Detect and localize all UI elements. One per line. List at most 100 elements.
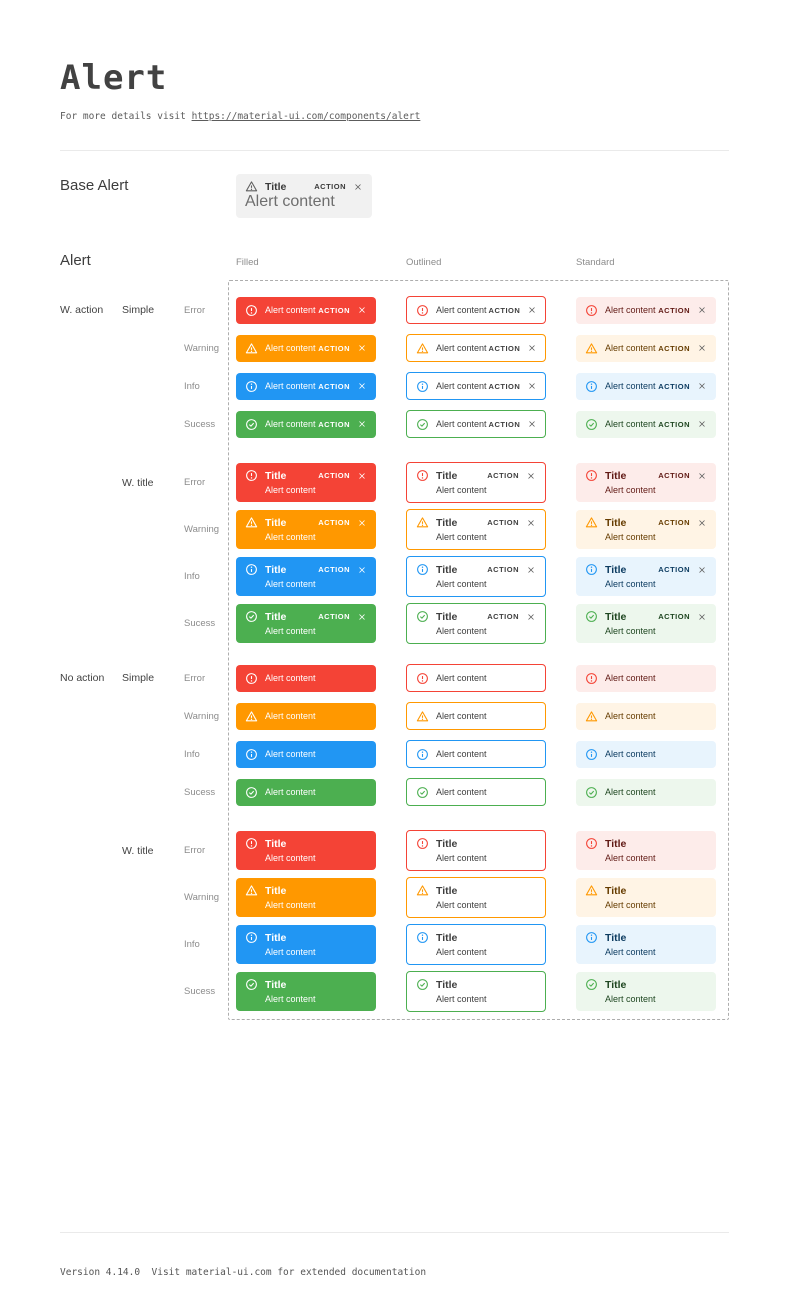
alert-standard-error: Title ACTION Alert content [576,463,716,502]
alert-row: No action Simple Error Alert content Alert c… [60,664,729,692]
warning-icon [416,884,429,897]
close-button[interactable] [357,565,367,575]
alert-content: Alert content [265,381,316,391]
action-button[interactable]: ACTION [488,419,521,429]
close-button[interactable] [697,419,707,429]
action-button[interactable]: ACTION [487,565,519,574]
warning-icon [245,516,258,529]
close-button[interactable] [527,343,537,353]
alert-cell: Alert content ACTION [236,372,376,400]
close-button[interactable] [697,518,707,528]
alert-content: Alert content [605,532,656,542]
alert-content: Alert content [436,381,487,391]
action-button[interactable]: ACTION [658,518,690,527]
alert-outlined-warning: Title ACTION Alert content [406,509,546,550]
action-button[interactable]: ACTION [318,612,350,621]
group-action-label: No action [60,672,105,684]
alert-filled-error: Title ACTION Alert content [236,463,376,502]
error-icon [585,469,598,482]
severity-label: Sucess [184,986,216,997]
action-button[interactable]: ACTION [318,343,350,353]
base-alert-section-label: Base Alert [60,177,129,194]
close-button[interactable] [526,518,536,528]
footer-text: Version 4.14.0 Visit material-ui.com for… [60,1267,427,1278]
action-button[interactable]: ACTION [658,612,690,621]
alert-title: Title [265,837,287,850]
close-button[interactable] [697,381,707,391]
action-button[interactable]: ACTION [487,612,519,621]
info-icon [416,748,429,761]
alert-content: Alert content [265,305,316,315]
severity-label: Warning [184,892,220,903]
alert-standard-success: Title ACTION Alert content [576,604,716,643]
alert-outlined-warning: Title Alert content [406,877,546,918]
action-button[interactable]: ACTION [658,305,690,315]
alert-row: Info Title Alert content Title Alert content… [60,924,729,965]
alert-group: W. title Error Title Alert content Title Aler… [60,830,729,1018]
close-button[interactable] [697,565,707,575]
close-button[interactable] [526,612,536,622]
alert-cell: Alert content [576,778,716,806]
close-button[interactable] [527,381,537,391]
action-button[interactable]: ACTION [658,419,690,429]
alert-row: Warning Alert content Alert content Alert c… [60,702,729,730]
error-icon [245,469,258,482]
close-button[interactable] [526,565,536,575]
alert-content: Alert content [605,853,656,863]
alert-cell: Title Alert content [576,972,716,1011]
action-button[interactable]: ACTION [658,471,690,480]
action-button[interactable]: ACTION [488,381,521,391]
group-variant-label: Simple [122,672,155,684]
action-button[interactable]: ACTION [318,565,350,574]
alert-cell: Title ACTION Alert content [236,557,376,596]
alert-cell: Title ACTION Alert content [236,510,376,549]
warning-icon [585,342,598,355]
action-button[interactable]: ACTION [488,305,521,315]
alert-cell: Title ACTION Alert content [576,604,716,643]
close-button[interactable] [357,612,367,622]
alert-content: Alert content [436,787,487,797]
close-button[interactable] [527,419,537,429]
error-icon [245,304,258,317]
action-button[interactable]: ACTION [487,518,519,527]
close-button[interactable] [357,305,367,315]
alert-filled-info: Title ACTION Alert content [236,557,376,596]
page-title: Alert [60,58,168,98]
close-button[interactable] [697,305,707,315]
success-icon [585,978,598,991]
close-button[interactable] [353,182,363,192]
close-button[interactable] [697,343,707,353]
action-button[interactable]: ACTION [658,343,690,353]
action-button[interactable]: ACTION [658,381,690,391]
action-button[interactable]: ACTION [314,182,346,191]
action-button[interactable]: ACTION [487,471,519,480]
close-button[interactable] [357,471,367,481]
severity-label: Info [184,748,200,760]
close-button[interactable] [357,381,367,391]
close-button[interactable] [527,305,537,315]
close-button[interactable] [357,419,367,429]
action-button[interactable]: ACTION [318,419,350,429]
close-button[interactable] [697,612,707,622]
alert-cell: Alert content ACTION [576,334,716,362]
alert-content: Alert content [436,947,487,957]
close-button[interactable] [697,471,707,481]
alert-filled-info: Alert content ACTION [236,372,376,400]
close-button[interactable] [357,343,367,353]
action-button[interactable]: ACTION [318,305,350,315]
alert-title: Title [605,931,627,944]
alert-content: Alert content [605,787,656,797]
group-variant-label: W. title [122,844,154,857]
action-button[interactable]: ACTION [318,381,350,391]
alert-content: Alert content [605,900,656,910]
action-button[interactable]: ACTION [318,518,350,527]
alert-content: Alert content [265,419,316,429]
close-button[interactable] [357,518,367,528]
close-button[interactable] [526,471,536,481]
action-button[interactable]: ACTION [318,471,350,480]
action-button[interactable]: ACTION [488,343,521,353]
docs-link[interactable]: https://material-ui.com/components/alert [191,111,421,122]
alert-title: Title [605,884,627,897]
action-button[interactable]: ACTION [658,565,690,574]
